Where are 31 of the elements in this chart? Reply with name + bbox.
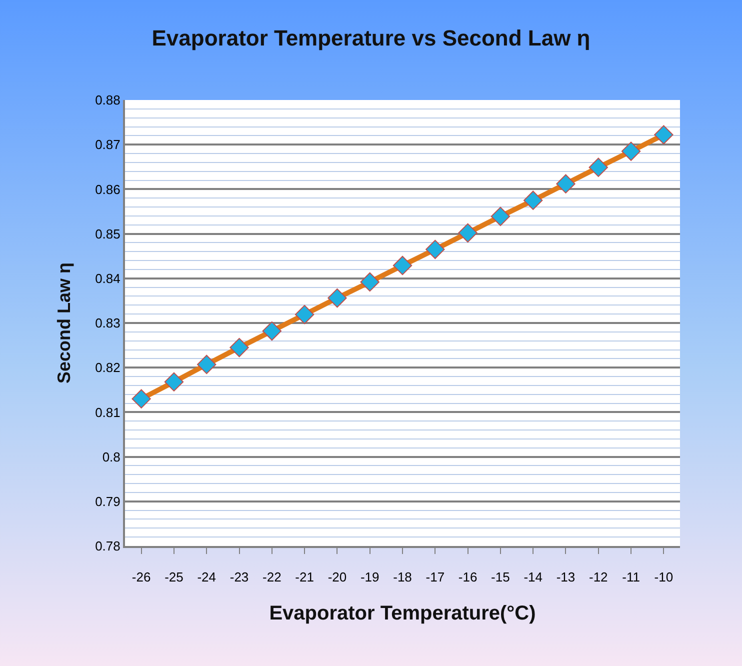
y-tick-label: 0.79 (95, 494, 120, 509)
x-tick-label: -11 (622, 570, 640, 585)
x-tick-label: -10 (654, 570, 674, 585)
x-tick-label: -19 (360, 570, 380, 585)
y-tick-label: 0.85 (95, 226, 120, 242)
x-axis-title: Evaporator Temperature(°C) (269, 602, 536, 625)
y-tick-label: 0.78 (95, 538, 120, 554)
chart-title: Evaporator Temperature vs Second Law η (152, 25, 590, 50)
x-tick-label: -16 (458, 570, 478, 585)
y-tick-label: 0.88 (95, 92, 120, 108)
x-tick-label: -15 (491, 570, 510, 585)
x-tick-label: -21 (295, 570, 314, 585)
x-tick-label: -13 (556, 570, 576, 585)
y-axis-title: Second Law η (54, 262, 74, 384)
x-tick-label: -20 (328, 570, 347, 585)
x-tick-label: -18 (393, 570, 412, 585)
x-tick-label: -17 (426, 570, 445, 585)
x-tick-label: -22 (262, 570, 282, 585)
y-tick-label: 0.83 (95, 316, 120, 331)
y-tick-label: 0.81 (95, 404, 120, 420)
x-tick-label: -12 (588, 570, 608, 585)
x-tick-label: -24 (197, 570, 216, 585)
y-tick-label: 0.87 (95, 137, 120, 152)
x-tick-label: -14 (524, 570, 542, 585)
x-tick-label: -25 (164, 570, 184, 585)
y-tick-label: 0.82 (95, 360, 120, 376)
y-tick-label: 0.86 (95, 182, 120, 197)
x-tick-label: -26 (132, 570, 151, 585)
y-tick-label: 0.8 (102, 449, 120, 464)
x-tick-label: -23 (230, 570, 249, 585)
y-tick-label: 0.84 (95, 270, 120, 286)
